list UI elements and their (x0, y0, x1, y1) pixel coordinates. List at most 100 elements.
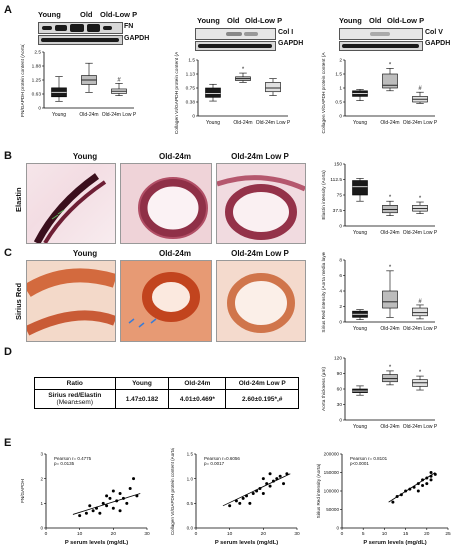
x-axis-label: P serum levels (mg/dL) (65, 540, 128, 546)
y-tick-label: 1.5 (187, 452, 194, 457)
box-chart-col5: 0 0.5 1 1.5 2 Collagen V/GAPDH protein conten… (321, 52, 438, 133)
regression-line (222, 473, 291, 507)
significance-mark: * (242, 67, 245, 73)
significance-mark: # (117, 77, 121, 83)
category-label: Old-24m (380, 326, 399, 332)
box (352, 180, 368, 196)
y-tick-label: 120 (334, 356, 342, 362)
y-tick-label: 1.25 (32, 78, 42, 84)
box (205, 87, 221, 98)
significance-mark: * (419, 196, 422, 202)
data-point (268, 472, 272, 476)
blot1-label-old-low-p: Old-Low P (100, 10, 138, 19)
row-label-sirius: Sirius Red (14, 282, 23, 320)
y-tick-label: 6 (339, 273, 342, 279)
data-point (118, 491, 122, 495)
panel-letter-e: E (4, 437, 12, 449)
box (382, 73, 398, 89)
elastin-lowp-tissue (217, 175, 305, 240)
x-tick-label: 30 (144, 531, 150, 537)
data-point (278, 474, 282, 478)
micro-title-lowp-c: Old-24m Low P (231, 249, 289, 258)
gapdh-blot-1 (38, 35, 123, 45)
micro-title-old-c: Old-24m (158, 249, 191, 258)
significance-mark: * (419, 370, 422, 376)
elastin-young-tissue (33, 173, 107, 243)
blot2-label-young: Young (197, 16, 220, 25)
blot3-label-young: Young (339, 16, 362, 25)
y-tick-label: 50000 (326, 507, 339, 512)
correlation-annotation: p= 0.0017 (204, 461, 225, 466)
data-point (88, 504, 92, 508)
y-tick-label: 112.5 (330, 177, 342, 183)
ratio-row-sub: (Mean±sem) (56, 399, 93, 406)
y-tick-label: 0 (339, 320, 342, 326)
y-tick-label: 2 (40, 476, 43, 481)
data-point (98, 511, 102, 515)
box (265, 82, 281, 93)
correlation-annotation: p<0.0001 (350, 461, 369, 466)
col1-label: Col I (278, 29, 294, 36)
x-tick-label: 15 (403, 531, 409, 537)
ratio-row-label: Sirius red/Elastin (48, 392, 102, 399)
data-point (285, 472, 289, 476)
data-point (128, 487, 132, 491)
data-point (268, 484, 272, 488)
x-axis-label: P serum levels (mg/dL) (363, 540, 426, 546)
ratio-header-old: Old-24m (168, 377, 227, 390)
y-axis-label: Sirius Red intensity (Aorta) (316, 463, 321, 518)
x-axis-label: P serum levels (mg/dL) (215, 540, 278, 546)
data-point (84, 511, 88, 515)
gapdh-label-2: GAPDH (278, 40, 304, 47)
data-point (421, 483, 425, 487)
micro-elastin-young (26, 163, 116, 244)
data-point (248, 501, 252, 505)
data-point (228, 504, 232, 508)
data-point (429, 471, 433, 474)
col1-blot (195, 28, 276, 40)
ratio-row-label-cell: Sirius red/Elastin (Mean±sem) (34, 389, 116, 409)
box (382, 290, 398, 309)
micro-elastin-lowp (216, 163, 306, 244)
box (382, 205, 398, 214)
y-tick-label: 0 (336, 526, 339, 531)
y-tick-label: 1 (40, 501, 43, 506)
y-tick-label: 0.38 (186, 100, 196, 106)
ratio-table: Ratio Young Old-24m Old-24m Low P Sirius… (34, 377, 299, 409)
data-point (78, 514, 82, 518)
data-point (238, 501, 242, 505)
category-label: Old-24m Low P (256, 120, 291, 126)
blot1-label-young: Young (38, 10, 61, 19)
data-point (429, 478, 433, 482)
blot3-label-old-low-p: Old-Low P (387, 16, 425, 25)
data-point (391, 500, 395, 504)
y-tick-label: 2 (339, 304, 342, 310)
correlation-annotation: p= 0.0135 (54, 461, 75, 466)
significance-mark: * (389, 365, 392, 371)
data-point (416, 489, 420, 493)
y-tick-label: 100000 (324, 489, 340, 494)
panel-letter-b: B (4, 150, 12, 162)
box-chart-thickness: 0 30 60 90 120 Aorta thickness (µm) Young * Old-… (321, 356, 438, 430)
y-tick-label: 30 (337, 402, 343, 408)
ratio-table-row: Sirius red/Elastin (Mean±sem) 1.47±0.182… (34, 389, 299, 409)
y-tick-label: 0 (40, 526, 43, 531)
micro-title-young-c: Young (72, 249, 98, 258)
data-point (111, 489, 115, 493)
category-label: Old-24m (380, 424, 399, 430)
micro-sirius-old (120, 260, 212, 342)
y-axis-label: Collagen VI/GAPDH protein content (Aorta… (170, 448, 175, 535)
micro-sirius-lowp (216, 260, 306, 342)
x-tick-label: 0 (195, 531, 198, 537)
y-tick-label: 1.13 (186, 72, 196, 78)
y-tick-label: 60 (337, 387, 343, 393)
box-chart-sirius: 0 2 4 6 8 Sirius Red intensity (Aorta media l… (321, 252, 438, 333)
significance-mark: * (389, 62, 392, 68)
x-tick-label: 10 (227, 531, 233, 537)
col5-blot (339, 28, 423, 40)
y-tick-label: 1.88 (32, 64, 42, 70)
data-point (118, 509, 122, 513)
x-tick-label: 10 (77, 531, 83, 537)
category-label: Old-24m (380, 120, 399, 126)
panel-letter-a: A (4, 4, 12, 16)
